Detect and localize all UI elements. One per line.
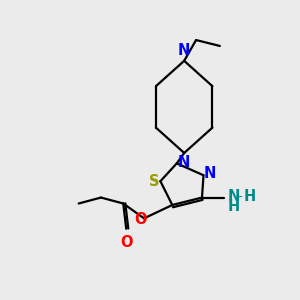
Text: H: H bbox=[227, 199, 239, 214]
Text: H: H bbox=[244, 189, 256, 204]
Text: S: S bbox=[148, 174, 159, 189]
Text: N: N bbox=[178, 155, 190, 170]
Text: N: N bbox=[178, 44, 190, 59]
Text: O: O bbox=[120, 235, 133, 250]
Text: -: - bbox=[238, 190, 242, 202]
Text: O: O bbox=[134, 212, 146, 227]
Text: N: N bbox=[204, 166, 216, 181]
Text: N: N bbox=[227, 189, 240, 204]
